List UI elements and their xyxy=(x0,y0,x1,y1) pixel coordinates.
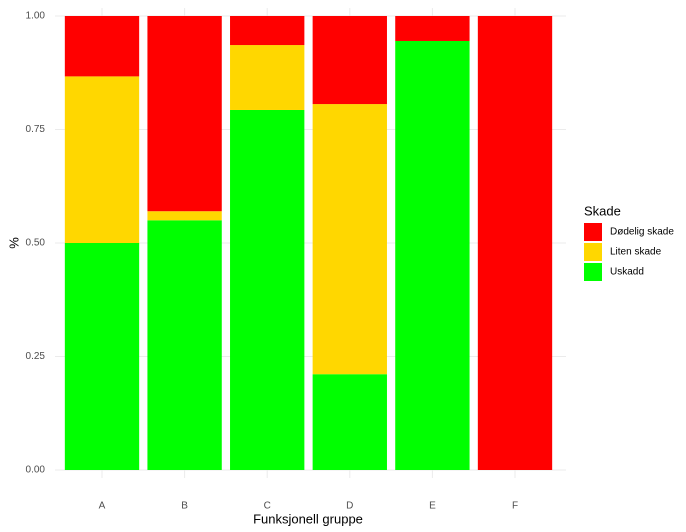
bar-segment xyxy=(147,220,222,470)
bar-segment xyxy=(395,40,470,470)
bar-segment xyxy=(312,104,387,375)
legend-swatch xyxy=(584,263,602,281)
bar-segment xyxy=(230,16,305,46)
bar-segment xyxy=(312,374,387,470)
y-tick-label: 0.50 xyxy=(26,238,46,249)
bar-segment xyxy=(64,16,140,77)
bar-segment xyxy=(230,109,305,470)
y-tick-label: 1.00 xyxy=(26,11,46,22)
bar-segment xyxy=(147,16,222,212)
bar-segment xyxy=(64,243,140,470)
y-tick-label: 0.00 xyxy=(26,465,46,476)
bar-segment xyxy=(147,211,222,221)
bar-segment xyxy=(395,16,470,41)
x-tick-label: C xyxy=(264,501,271,512)
x-tick-label: D xyxy=(346,501,353,512)
legend-swatch xyxy=(584,243,602,261)
bar-segment xyxy=(312,16,387,105)
x-tick-label: B xyxy=(181,501,188,512)
x-tick-label: F xyxy=(512,501,518,512)
legend-label: Uskadd xyxy=(610,267,644,278)
y-axis-title: % xyxy=(6,237,21,249)
x-axis-title: Funksjonell gruppe xyxy=(253,511,363,526)
legend-label: Dødelig skade xyxy=(610,227,674,238)
y-tick-label: 0.75 xyxy=(26,124,46,135)
legend-title: Skade xyxy=(584,203,621,218)
bar-segment xyxy=(64,76,140,243)
x-tick-label: E xyxy=(429,501,436,512)
bar-segment xyxy=(477,16,553,470)
x-tick-label: A xyxy=(99,501,106,512)
legend-swatch xyxy=(584,223,602,241)
bar-segment xyxy=(230,45,305,110)
legend-label: Liten skade xyxy=(610,247,662,258)
y-tick-label: 0.25 xyxy=(26,351,46,362)
